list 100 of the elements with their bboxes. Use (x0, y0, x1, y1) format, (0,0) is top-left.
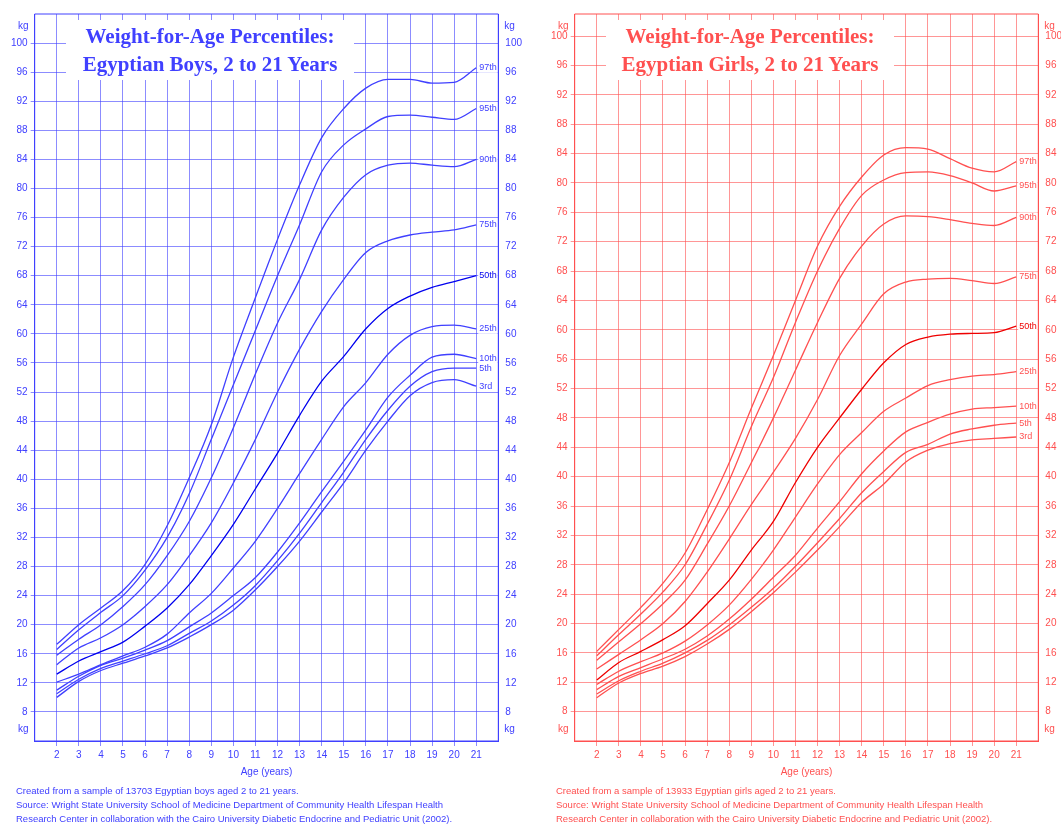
y-tick-label: 28 (556, 558, 569, 570)
x-tick-label: 5 (120, 748, 127, 760)
x-tick-label: 10 (767, 748, 780, 760)
series-label: 90th (1019, 211, 1037, 222)
y-tick-label: 48 (16, 414, 29, 426)
x-tick-label: 14 (316, 748, 328, 760)
x-tick-label: 15 (338, 748, 350, 760)
y2-tick-label: 96 (1045, 59, 1057, 71)
series-label: 5th (1019, 417, 1032, 428)
y2-tick-label: 100 (1045, 29, 1061, 41)
y2-axis-title: kg (1044, 19, 1055, 31)
y-tick-label: 8 (562, 705, 569, 717)
y2-tick-label: 88 (1045, 117, 1057, 129)
x-tick-label: 2 (53, 748, 60, 760)
x-tick-label: 12 (271, 748, 284, 760)
y2-tick-label: 52 (1045, 382, 1057, 394)
y-tick-label: 12 (556, 676, 569, 687)
text: Weight-for-Age Percentiles: Egyptian Boys, 2 to 21 Years (66, 20, 354, 80)
y2-tick-label: 72 (505, 240, 517, 252)
y-tick-label: 88 (16, 124, 29, 136)
y2-tick-label: 84 (1045, 147, 1057, 159)
y-tick-label: 76 (556, 206, 569, 218)
x-tick-label: 4 (98, 748, 105, 760)
y2-tick-label: 24 (505, 589, 517, 601)
x-tick-label: 19 (966, 748, 979, 760)
y-tick-label: 16 (556, 646, 569, 658)
y-tick-label: 20 (556, 617, 569, 629)
series-label: 97th (479, 62, 497, 73)
y-tick-label: 100 (11, 36, 29, 48)
source-note: Source: Wright State University School of Medicine Department of Community Health Lifespan Health Research Center in collaboration with the Cairo University Diabetic Endocrine and Pediatric Unit (2002). (556, 798, 994, 826)
y2-tick-label: 68 (505, 269, 517, 281)
x-tick-label: 11 (790, 748, 802, 760)
x-tick-label: 19 (426, 748, 439, 760)
y2-tick-label: 96 (505, 65, 517, 77)
y-tick-label: 56 (556, 352, 569, 364)
x-tick-label: 14 (856, 748, 868, 760)
y-tick-label: 68 (556, 264, 569, 276)
x-tick-label: 20 (988, 748, 1001, 760)
x-tick-label: 2 (593, 748, 600, 760)
y2-tick-label: 36 (505, 502, 517, 514)
x-tick-label: 15 (878, 748, 890, 760)
x-tick-label: 8 (186, 748, 193, 760)
x-tick-label: 8 (726, 748, 733, 760)
y-axis-title: kg (18, 19, 29, 31)
y2-tick-label: 24 (1045, 587, 1057, 599)
x-tick-label: 17 (382, 748, 394, 760)
text: Created from a sample of 13703 Egyptian boys aged 2 to 21 years. (16, 784, 300, 798)
y2-tick-label: 8 (505, 705, 512, 717)
y-tick-label: 84 (556, 147, 569, 159)
series-label: 10th (479, 353, 497, 364)
series-label: 5th (479, 362, 492, 373)
y2-tick-label: 20 (505, 618, 517, 630)
text: kg (504, 722, 515, 734)
x-tick-label: 21 (1010, 748, 1023, 760)
x-tick-label: 6 (682, 748, 689, 760)
y-tick-label: 16 (16, 647, 29, 659)
y-tick-label: 68 (16, 269, 29, 281)
x-tick-label: 20 (448, 748, 461, 760)
y2-tick-label: 16 (505, 647, 517, 659)
x-tick-label: 11 (250, 748, 262, 760)
y2-tick-label: 48 (505, 414, 517, 426)
y-tick-label: 32 (16, 531, 29, 543)
y2-tick-label: 92 (1045, 88, 1057, 100)
y-tick-label: 40 (556, 470, 569, 482)
y-tick-label: 96 (16, 65, 29, 77)
x-tick-label: 9 (208, 748, 215, 760)
y2-tick-label: 100 (505, 36, 523, 48)
x-tick-label: 10 (227, 748, 240, 760)
y-tick-label: 32 (556, 529, 569, 541)
y2-tick-label: 56 (1045, 352, 1057, 364)
x-axis-title: Age (years) (780, 765, 833, 777)
text: kg (1044, 722, 1055, 734)
y-tick-label: 52 (16, 385, 29, 397)
y2-tick-label: 40 (1045, 470, 1057, 482)
y2-tick-label: 12 (505, 676, 517, 688)
x-tick-label: 6 (142, 748, 149, 760)
x-tick-label: 4 (638, 748, 645, 760)
y-tick-label: 72 (556, 235, 569, 247)
y-tick-label: 44 (556, 441, 569, 453)
y-tick-label: 44 (16, 443, 29, 455)
y-tick-label: 48 (556, 411, 569, 423)
y2-axis-title: kg (504, 19, 515, 31)
y-tick-label: 56 (16, 356, 29, 368)
text: Weight-for-Age Percentiles: Egyptian Girls, 2 to 21 Years (606, 20, 894, 80)
y-tick-label: 40 (16, 473, 29, 485)
y-tick-label: 52 (556, 382, 569, 394)
y2-tick-label: 76 (505, 211, 517, 223)
y2-tick-label: 28 (505, 560, 517, 572)
series-label: 75th (479, 219, 497, 230)
x-tick-label: 13 (834, 748, 846, 760)
y2-tick-label: 44 (505, 443, 517, 455)
y-tick-label: 72 (16, 240, 29, 252)
y2-tick-label: 12 (1045, 676, 1057, 687)
series-label: 75th (1019, 271, 1037, 282)
y-tick-label: 100 (551, 29, 569, 41)
y-tick-label: 24 (556, 587, 569, 599)
y2-tick-label: 80 (1045, 176, 1057, 188)
y2-tick-label: 20 (1045, 617, 1057, 629)
x-tick-label: 3 (616, 748, 623, 760)
source-note: Source: Wright State University School of Medicine Department of Community Health Lifespan Health Research Center in collaboration with the Cairo University Diabetic Endocrine and Pediatric Unit (2002). (16, 798, 454, 826)
